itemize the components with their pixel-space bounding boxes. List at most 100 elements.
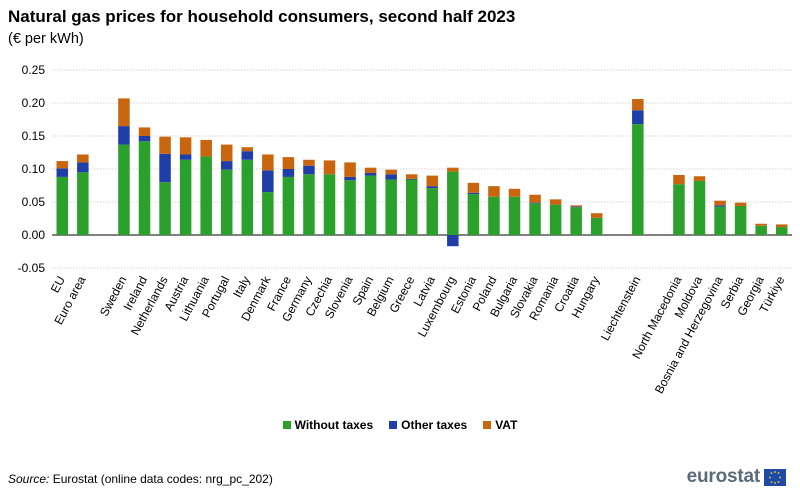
bar-without-taxes [632, 124, 644, 235]
bar-vat [755, 223, 767, 226]
legend-swatch [483, 421, 492, 429]
bar-other-taxes [159, 153, 171, 183]
bar-without-taxes [138, 141, 151, 235]
bar-other-taxes [570, 206, 582, 208]
bar-without-taxes [323, 174, 336, 235]
bar-without-taxes [405, 179, 418, 235]
bar-without-taxes [755, 225, 767, 235]
legend-item-vat[interactable]: VAT [483, 418, 517, 432]
bar-without-taxes [734, 205, 747, 235]
bar-without-taxes [673, 184, 685, 235]
x-tick-label: Sweden [97, 274, 130, 319]
bar-other-taxes [364, 172, 377, 176]
bar-vat [77, 154, 89, 163]
bar-without-taxes [118, 144, 130, 235]
bar-other-taxes [426, 186, 439, 189]
y-tick-label: 0.20 [22, 96, 46, 110]
bar-other-taxes [220, 161, 233, 170]
bar-vat [138, 127, 151, 136]
bar-vat [467, 182, 480, 193]
bar-vat [693, 176, 706, 181]
bar-without-taxes [549, 204, 562, 235]
bar-vat [200, 139, 212, 157]
bar-without-taxes [282, 176, 295, 235]
bar-without-taxes [693, 180, 706, 235]
bar-without-taxes [385, 179, 397, 235]
bar-other-taxes [138, 136, 151, 142]
bar-without-taxes [426, 188, 439, 235]
eurostat-logo[interactable]: eurostat [687, 466, 786, 488]
bar-vat [549, 199, 562, 205]
bar-without-taxes [775, 227, 788, 235]
bar-vat [734, 202, 747, 206]
bar-vat [220, 144, 233, 162]
bar-other-taxes [179, 154, 192, 160]
legend-label: VAT [495, 418, 518, 432]
bar-without-taxes [447, 171, 459, 235]
bar-other-taxes [262, 170, 274, 193]
bar-other-taxes [385, 174, 397, 180]
bar-without-taxes [303, 174, 315, 235]
legend-label: Without taxes [294, 418, 374, 432]
y-tick-label: -0.05 [18, 261, 46, 275]
bar-other-taxes [56, 168, 69, 177]
bar-other-taxes [405, 178, 418, 180]
bar-vat [344, 162, 356, 177]
bar-other-taxes [303, 165, 315, 175]
legend-swatch [282, 421, 291, 429]
y-tick-label: 0.25 [22, 63, 46, 77]
y-tick-label: 0.10 [22, 162, 46, 176]
bar-without-taxes [159, 182, 171, 235]
x-tick-label: EU [48, 274, 68, 295]
bar-vat [714, 200, 726, 206]
y-tick-label: 0.15 [22, 129, 46, 143]
bar-vat [632, 99, 644, 111]
legend-item-other-taxes[interactable]: Other taxes [389, 418, 467, 432]
bar-vat [488, 186, 500, 197]
y-tick-label: 0.05 [22, 195, 46, 209]
bar-without-taxes [179, 159, 192, 235]
bar-without-taxes [467, 194, 480, 235]
bar-other-taxes [632, 110, 644, 125]
bar-without-taxes [344, 180, 356, 235]
bar-without-taxes [220, 169, 233, 235]
bar-vat [385, 169, 397, 175]
bar-vat [323, 160, 336, 175]
bar-vat [673, 174, 685, 185]
eu-flag-icon [764, 468, 786, 486]
bar-other-taxes [467, 192, 480, 195]
legend-swatch [389, 421, 398, 429]
bar-other-taxes [118, 126, 130, 145]
bar-vat [159, 136, 171, 154]
bar-vat [775, 224, 788, 228]
bar-without-taxes [488, 196, 500, 235]
bar-other-taxes [77, 162, 89, 173]
bar-vat [570, 205, 582, 207]
y-tick-label: 0.00 [22, 228, 46, 242]
bar-without-taxes [590, 217, 603, 235]
bar-vat [426, 175, 439, 187]
bar-without-taxes [241, 159, 254, 235]
bar-other-taxes [241, 151, 254, 160]
bar-other-taxes [714, 205, 726, 207]
bar-vat [118, 98, 130, 127]
bar-vat [56, 161, 69, 169]
bar-without-taxes [77, 172, 89, 235]
bar-without-taxes [714, 206, 726, 235]
chart-title: Natural gas prices for household consume… [8, 7, 516, 26]
source-note: Source: Eurostat (online data codes: nrg… [8, 472, 273, 486]
source-label: Source: [8, 472, 50, 486]
legend-label: Other taxes [401, 418, 468, 432]
bar-other-taxes [529, 202, 541, 204]
bar-without-taxes [262, 192, 274, 235]
bar-vat [303, 159, 315, 166]
bar-other-taxes [282, 169, 295, 177]
chart-legend: Without taxes Other taxes VAT [0, 418, 800, 432]
bar-vat [508, 188, 521, 197]
legend-item-without-taxes[interactable]: Without taxes [282, 418, 374, 432]
bar-without-taxes [570, 207, 582, 235]
bar-other-taxes [447, 235, 459, 247]
bar-vat [364, 167, 377, 173]
bar-without-taxes [56, 176, 69, 235]
